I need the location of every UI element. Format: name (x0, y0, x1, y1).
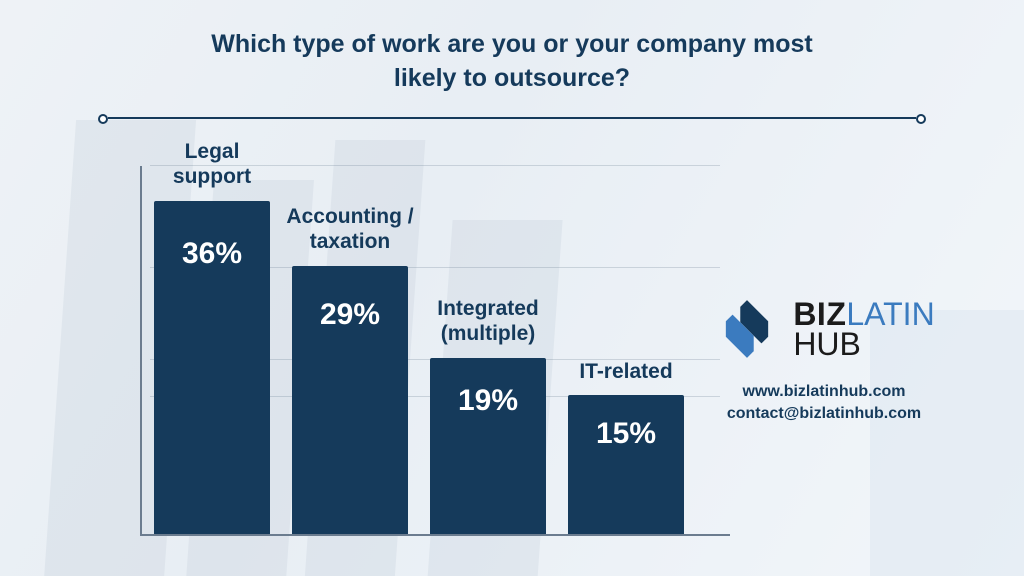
bar: 19%Integrated (multiple) (430, 358, 546, 534)
brand-email: contact@bizlatinhub.com (684, 403, 964, 425)
brand-logo-icon (713, 295, 781, 363)
brand-line1: BIZLATIN (793, 299, 934, 329)
bar-label: IT-related (545, 359, 707, 384)
rule-dot-left (98, 114, 108, 124)
bar-label: Accounting / taxation (269, 204, 431, 254)
bar-chart: 36%Legal support29%Accounting / taxation… (110, 166, 660, 536)
bar-label: Legal support (131, 139, 293, 189)
bar-value: 19% (430, 384, 546, 418)
axis-x (140, 534, 730, 536)
brand-contact: www.bizlatinhub.com contact@bizlatinhub.… (684, 381, 964, 424)
chart-title: Which type of work are you or your compa… (0, 28, 1024, 96)
brand-website: www.bizlatinhub.com (684, 381, 964, 403)
rule-dot-right (916, 114, 926, 124)
bar-value: 29% (292, 298, 408, 332)
bar: 29%Accounting / taxation (292, 266, 408, 534)
brand-block: BIZLATIN HUB www.bizlatinhub.com contact… (684, 295, 964, 424)
axis-y (140, 166, 142, 536)
title-rule (100, 114, 924, 116)
rule-line (108, 117, 916, 119)
bar-label: Integrated (multiple) (407, 296, 569, 346)
bar: 36%Legal support (154, 201, 270, 534)
infographic-canvas: Which type of work are you or your compa… (0, 0, 1024, 576)
brand-text: BIZLATIN HUB (793, 299, 934, 360)
bar-value: 36% (154, 237, 270, 271)
brand-hub: HUB (793, 329, 934, 359)
brand-row: BIZLATIN HUB (684, 295, 964, 363)
bar: 15%IT-related (568, 395, 684, 534)
bar-value: 15% (568, 417, 684, 451)
